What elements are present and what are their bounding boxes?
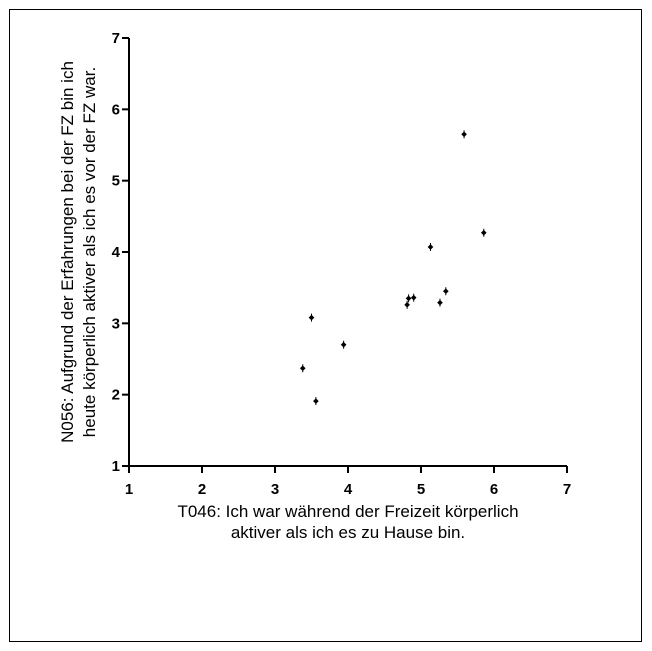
y-tick-label: 7	[112, 30, 120, 47]
data-point	[410, 293, 417, 302]
y-axis-label-line: heute körperlich aktiver als ich es vor …	[80, 67, 99, 437]
data-point	[308, 313, 315, 322]
data-point	[442, 287, 449, 296]
data-point	[313, 397, 319, 406]
x-tick-label: 4	[344, 481, 353, 498]
chart-frame	[9, 9, 642, 642]
x-tick-label: 3	[271, 481, 279, 498]
data-point	[461, 130, 467, 139]
y-tick-label: 2	[112, 387, 120, 404]
x-tick-label: 5	[417, 481, 425, 498]
x-tick-label: 6	[490, 481, 498, 498]
data-points	[299, 130, 487, 406]
data-point	[405, 294, 412, 303]
y-axis-label-line: N056: Aufgrund der Erfahrungen bei der F…	[58, 61, 77, 443]
data-point	[340, 340, 347, 349]
data-point	[427, 243, 434, 252]
y-tick-label: 1	[112, 458, 120, 475]
axes: 1 2 3 4 5 6 7 1 2 3 4 5 6 7	[112, 30, 572, 498]
data-point	[437, 298, 443, 307]
y-tick-label: 3	[112, 315, 120, 332]
y-tick-label: 4	[112, 244, 121, 261]
data-point	[299, 364, 306, 373]
y-tick-label: 6	[112, 101, 120, 118]
y-tick-label: 5	[112, 173, 120, 190]
x-tick-label: 2	[198, 481, 206, 498]
x-axis-label-line: T046: Ich war während der Freizeit körpe…	[177, 502, 518, 521]
y-axis-label: N056: Aufgrund der Erfahrungen bei der F…	[58, 61, 99, 443]
x-axis-label: T046: Ich war während der Freizeit körpe…	[177, 502, 518, 542]
data-point	[480, 228, 487, 237]
data-point	[404, 300, 410, 309]
x-tick-label: 1	[125, 481, 133, 498]
x-axis-label-line: aktiver als ich es zu Hause bin.	[231, 523, 465, 542]
axis-labels: T046: Ich war während der Freizeit körpe…	[58, 61, 519, 542]
x-tick-label: 7	[563, 481, 571, 498]
